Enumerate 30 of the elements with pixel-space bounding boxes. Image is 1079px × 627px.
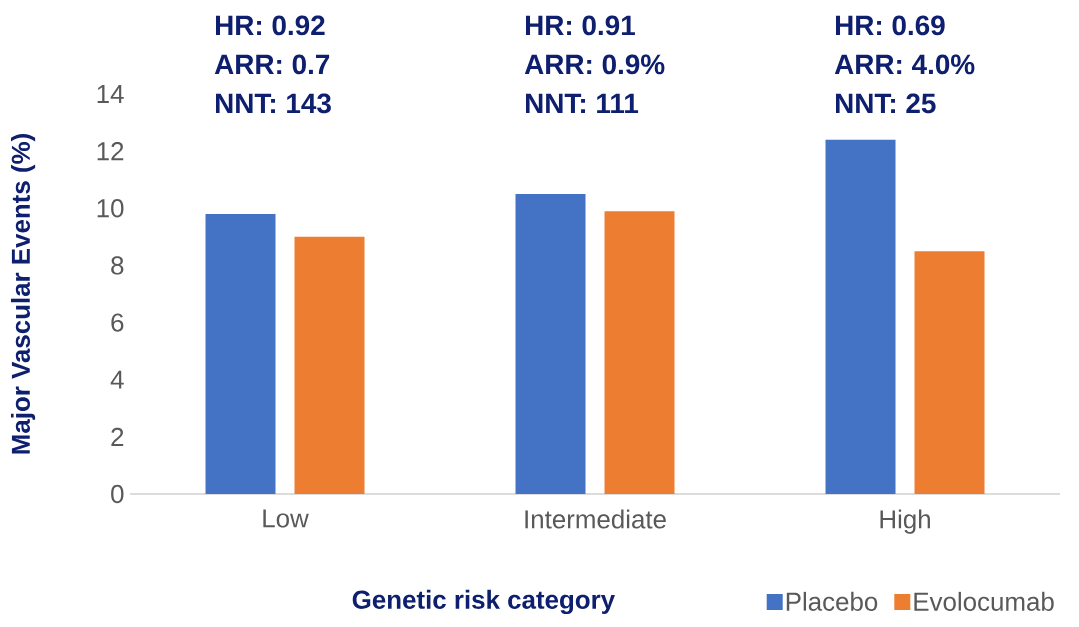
text: ARR: 4.0%	[834, 54, 975, 75]
y-tick-label: 10	[97, 199, 124, 218]
text: HR: 0.91	[525, 15, 635, 36]
y-tick-label: 4	[110, 370, 124, 389]
x-tick-label: High	[880, 509, 930, 534]
y-tick-label: 14	[97, 85, 124, 103]
text: HR: 0.69	[835, 15, 945, 36]
y-tick-label: 2	[111, 427, 124, 446]
annotation: NNT: 25	[835, 93, 936, 114]
x-tick-label: Low	[263, 509, 309, 528]
legend-label: Evolocumab	[914, 591, 1054, 611]
annotation: NNT: 111	[525, 93, 639, 113]
y-tick-label: 0	[111, 484, 124, 504]
x-axis-title: Genetic risk category	[352, 589, 615, 615]
legend-label: Placebo	[786, 591, 878, 611]
y-axis-title: Major Vascular Events (%)	[10, 134, 36, 454]
y-tick-label: 8	[111, 256, 124, 275]
bar	[825, 139, 896, 494]
bar	[515, 193, 586, 494]
bar	[914, 251, 985, 494]
y-tick-label: 6	[111, 313, 124, 332]
bar	[294, 236, 365, 494]
bar	[604, 211, 675, 494]
y-tick-label: 12	[97, 142, 124, 161]
bar	[205, 213, 276, 494]
annotation: NNT: 143	[215, 93, 331, 114]
text: HR: 0.92	[215, 15, 325, 36]
x-tick-label: Intermediate	[525, 509, 666, 529]
text: ARR: 0.9%	[524, 54, 665, 75]
text: ARR: 0.7	[214, 54, 330, 75]
